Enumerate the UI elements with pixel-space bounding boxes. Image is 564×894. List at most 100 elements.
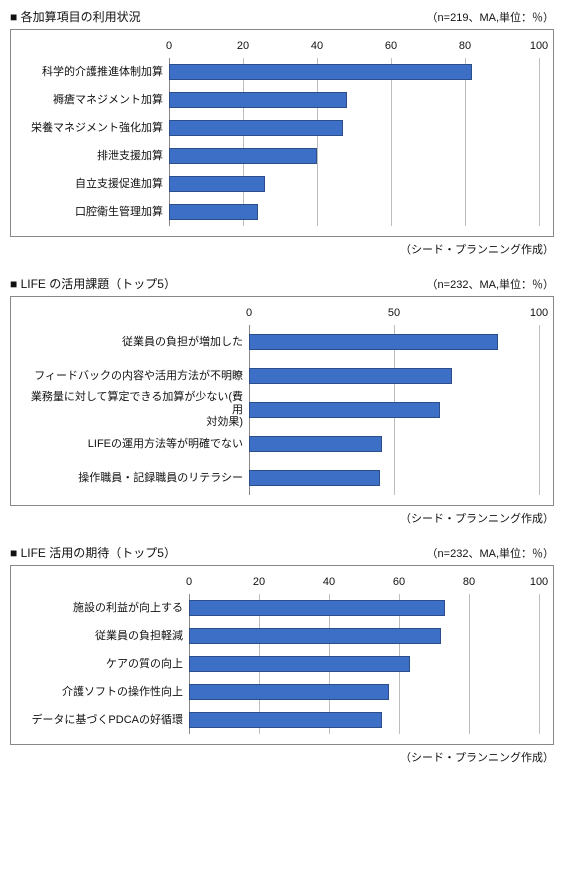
axis-tick: 80 [463, 576, 475, 588]
chart-header: LIFE の活用課題（トップ5） （n=232、MA,単位：％） [10, 275, 554, 292]
chart-block: LIFE の活用課題（トップ5） （n=232、MA,単位：％） 従業員の負担が増加… [10, 275, 554, 526]
bar [169, 92, 347, 108]
plot-column: 020406080100 [189, 576, 539, 734]
axis-tick: 0 [166, 40, 172, 52]
axis-tick: 40 [323, 576, 335, 588]
chart-frame: 施設の利益が向上する従業員の負担軽減ケアの質の向上介護ソフトの操作性向上データに… [10, 565, 554, 745]
bar-row [249, 325, 539, 359]
credit: （シード・プランニング作成） [10, 749, 554, 765]
category-label: LIFEの運用方法等が明確でない [21, 427, 243, 461]
grid-line [539, 58, 540, 226]
category-label: ケアの質の向上 [21, 650, 183, 678]
category-label: データに基づくPDCAの好循環 [21, 706, 183, 734]
plot-column: 020406080100 [169, 40, 539, 226]
chart-area: 従業員の負担が増加したフィードバックの内容や活用方法が不明瞭業務量に対して算定で… [21, 307, 539, 495]
bar [189, 600, 445, 616]
axis-tick: 0 [186, 576, 192, 588]
bar [169, 64, 472, 80]
bar [249, 470, 380, 486]
category-label: 排泄支援加算 [21, 142, 163, 170]
axis-tick: 100 [530, 40, 548, 52]
chart-frame: 従業員の負担が増加したフィードバックの内容や活用方法が不明瞭業務量に対して算定で… [10, 296, 554, 506]
x-axis: 020406080100 [189, 576, 539, 592]
category-label: 操作職員・記録職員のリテラシー [21, 461, 243, 495]
category-label: 従業員の負担が増加した [21, 325, 243, 359]
axis-tick: 100 [530, 307, 548, 319]
category-label: 従業員の負担軽減 [21, 622, 183, 650]
axis-tick: 20 [253, 576, 265, 588]
bar [169, 204, 258, 220]
bar-row [189, 594, 539, 622]
chart-area: 施設の利益が向上する従業員の負担軽減ケアの質の向上介護ソフトの操作性向上データに… [21, 576, 539, 734]
chart-meta: （n=232、MA,単位：％） [427, 276, 554, 292]
bar [169, 176, 265, 192]
labels-column: 施設の利益が向上する従業員の負担軽減ケアの質の向上介護ソフトの操作性向上データに… [21, 576, 189, 734]
x-axis: 020406080100 [169, 40, 539, 56]
bar [169, 148, 317, 164]
bar-row [189, 622, 539, 650]
category-label: 科学的介護推進体制加算 [21, 58, 163, 86]
axis-tick: 100 [530, 576, 548, 588]
grid-line [539, 325, 540, 495]
bar [189, 684, 389, 700]
chart-block: 各加算項目の利用状況 （n=219、MA,単位：％） 科学的介護推進体制加算褥瘡マネ… [10, 8, 554, 257]
chart-header: LIFE 活用の期待（トップ5） （n=232、MA,単位：％） [10, 544, 554, 561]
bar-row [169, 198, 539, 226]
category-label: 自立支援促進加算 [21, 170, 163, 198]
bar-row [169, 86, 539, 114]
chart-title: LIFE の活用課題（トップ5） [10, 275, 176, 292]
credit: （シード・プランニング作成） [10, 241, 554, 257]
bar [169, 120, 343, 136]
axis-tick: 60 [393, 576, 405, 588]
bar [249, 402, 440, 418]
bar-row [189, 650, 539, 678]
bar-row [169, 58, 539, 86]
axis-tick: 0 [246, 307, 252, 319]
plot-column: 050100 [249, 307, 539, 495]
x-axis: 050100 [249, 307, 539, 323]
axis-tick: 80 [459, 40, 471, 52]
credit: （シード・プランニング作成） [10, 510, 554, 526]
axis-tick: 40 [311, 40, 323, 52]
bar [189, 712, 382, 728]
axis-tick: 60 [385, 40, 397, 52]
labels-column: 従業員の負担が増加したフィードバックの内容や活用方法が不明瞭業務量に対して算定で… [21, 307, 249, 495]
axis-tick: 20 [237, 40, 249, 52]
category-label: 口腔衛生管理加算 [21, 198, 163, 226]
bar-row [189, 678, 539, 706]
category-label: 栄養マネジメント強化加算 [21, 114, 163, 142]
bars-box [189, 594, 539, 734]
bars-box [249, 325, 539, 495]
category-label: 褥瘡マネジメント加算 [21, 86, 163, 114]
bar-row [249, 461, 539, 495]
bar-row [169, 114, 539, 142]
category-label: 施設の利益が向上する [21, 594, 183, 622]
chart-frame: 科学的介護推進体制加算褥瘡マネジメント加算栄養マネジメント強化加算排泄支援加算自… [10, 29, 554, 237]
labels-spacer [21, 307, 243, 325]
axis-tick: 50 [388, 307, 400, 319]
bar [189, 628, 441, 644]
chart-title: 各加算項目の利用状況 [10, 8, 141, 25]
bar [249, 334, 498, 350]
bar-row [249, 427, 539, 461]
labels-spacer [21, 576, 183, 594]
bar-row [169, 142, 539, 170]
labels-column: 科学的介護推進体制加算褥瘡マネジメント加算栄養マネジメント強化加算排泄支援加算自… [21, 40, 169, 226]
bar [189, 656, 410, 672]
category-label: 業務量に対して算定できる加算が少ない(費用 対効果) [21, 393, 243, 427]
bar [249, 436, 382, 452]
bar-row [249, 393, 539, 427]
grid-line [539, 594, 540, 734]
bar [249, 368, 452, 384]
chart-block: LIFE 活用の期待（トップ5） （n=232、MA,単位：％） 施設の利益が向上す… [10, 544, 554, 765]
chart-title: LIFE 活用の期待（トップ5） [10, 544, 176, 561]
bar-row [189, 706, 539, 734]
labels-spacer [21, 40, 163, 58]
chart-area: 科学的介護推進体制加算褥瘡マネジメント加算栄養マネジメント強化加算排泄支援加算自… [21, 40, 539, 226]
chart-meta: （n=219、MA,単位：％） [427, 9, 554, 25]
bar-row [169, 170, 539, 198]
bar-row [249, 359, 539, 393]
bars-box [169, 58, 539, 226]
category-label: 介護ソフトの操作性向上 [21, 678, 183, 706]
chart-meta: （n=232、MA,単位：％） [427, 545, 554, 561]
